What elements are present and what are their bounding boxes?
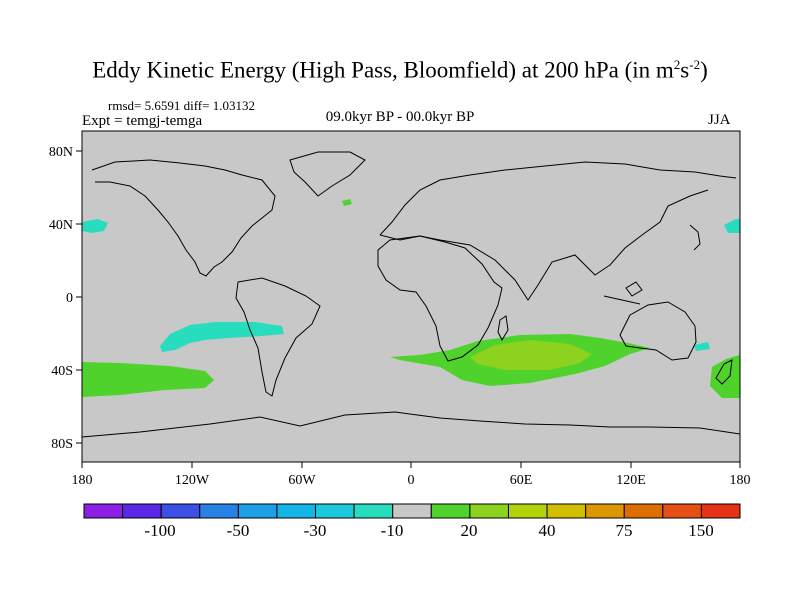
coast-new-zealand: [715, 359, 733, 385]
period-label: 09.0kyr BP - 00.0kyr BP: [325, 109, 475, 125]
colorbar-swatch: [662, 503, 702, 519]
green-patch-north-atlantic: [342, 199, 352, 206]
colorbar-swatch: [546, 503, 587, 519]
lon-labels: 180 120W 60W 0 60E 120E 180: [72, 473, 751, 488]
green-patch-south-pacific-east: [710, 355, 740, 398]
yellowgreen-patch-indian-ocean: [470, 340, 592, 370]
lon-ticks: [81, 462, 741, 468]
lat-labels: 80N 40N 0 40S 80S: [49, 145, 73, 452]
colorbar-label: 40: [539, 521, 556, 540]
coast-indonesia: [603, 281, 643, 305]
coast-japan: [689, 224, 701, 251]
colorbar-swatch: [623, 503, 664, 519]
colorbar-label: 20: [461, 521, 478, 540]
coast-australia: [619, 301, 697, 361]
lon-label: 60E: [510, 473, 533, 488]
colorbar-swatch: [83, 503, 124, 519]
cyan-patch-north-pacific-east: [724, 219, 740, 233]
lon-label: 120E: [616, 473, 646, 488]
colorbar-label: -10: [381, 521, 404, 540]
lat-ticks: [76, 150, 82, 444]
cyan-patch-south-pacific: [160, 322, 284, 352]
colorbar-swatch: [315, 503, 355, 519]
colorbar-label: 75: [616, 521, 633, 540]
lat-label: 40S: [51, 364, 73, 379]
colorbar-swatch: [700, 503, 741, 519]
lon-label: 120W: [175, 473, 210, 488]
colorbar-swatch: [160, 503, 201, 519]
experiment-label: Expt = temgj-temga: [82, 113, 203, 129]
colorbar-label: -50: [227, 521, 250, 540]
colorbar-swatch: [430, 503, 471, 519]
cyan-patch-north-pacific-west: [82, 219, 108, 233]
colorbar-swatch: [585, 503, 625, 519]
season-label: JJA: [708, 112, 731, 128]
coast-europe-asia: [379, 161, 737, 301]
colorbar-swatch: [276, 503, 317, 519]
coast-greenland: [289, 151, 366, 197]
lon-label: 180: [730, 473, 751, 488]
lon-label: 60W: [288, 473, 316, 488]
lat-label: 40N: [49, 218, 73, 233]
stats-text: rmsd= 5.6591 diff= 1.03132: [108, 98, 255, 113]
colorbar-swatch: [507, 503, 548, 519]
coastlines: [81, 151, 741, 438]
colorbar-swatch: [353, 503, 394, 519]
coast-antarctica: [81, 411, 741, 438]
lat-label: 0: [66, 291, 73, 306]
colorbar-swatch: [392, 503, 432, 519]
coast-madagascar: [497, 315, 509, 342]
colorbar-labels: -100 -50 -30 -10 20 40 75 150: [144, 521, 713, 540]
coast-north-america: [91, 159, 276, 277]
colorbar-label: 150: [688, 521, 714, 540]
coast-africa: [377, 235, 503, 362]
colorbar-swatch: [237, 503, 278, 519]
colorbar-swatch: [122, 503, 162, 519]
lon-label: 0: [408, 473, 415, 488]
lon-label: 180: [72, 473, 93, 488]
colorbar: [83, 503, 741, 519]
colorbar-swatch: [199, 503, 239, 519]
lat-label: 80N: [49, 145, 73, 160]
coast-south-america: [235, 277, 321, 397]
colorbar-label: -100: [144, 521, 175, 540]
colorbar-swatch: [469, 503, 509, 519]
plot-title: Eddy Kinetic Energy (High Pass, Bloomfie…: [92, 57, 708, 83]
cyan-patch-australia: [694, 342, 710, 351]
colorbar-label: -30: [304, 521, 327, 540]
lat-label: 80S: [51, 437, 73, 452]
anomaly-patches: [82, 199, 740, 398]
green-patch-south-pacific-west: [82, 362, 214, 397]
map-background: [82, 131, 740, 462]
